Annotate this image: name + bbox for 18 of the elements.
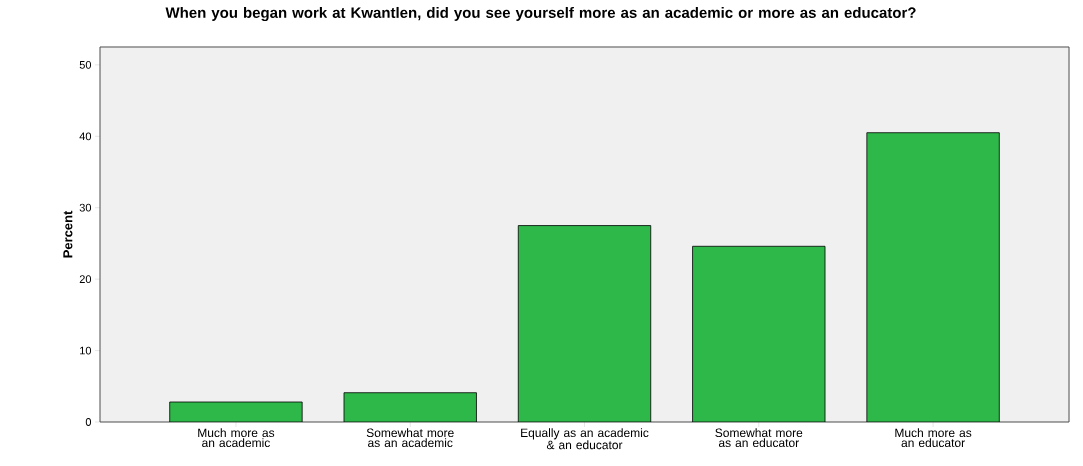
y-tick-label: 10	[80, 346, 92, 355]
bar	[343, 392, 477, 422]
y-tick-label: 0	[85, 418, 92, 426]
x-tick-label: Somewhat more as an academic	[366, 428, 454, 448]
y-axis-title: Percent	[63, 210, 73, 258]
x-tick-label: Somewhat more as an educator	[715, 428, 803, 448]
y-tick-label: 40	[79, 132, 92, 141]
bar	[692, 246, 826, 422]
bar	[517, 225, 652, 422]
bar	[169, 401, 303, 422]
x-tick-label: Much more as an academic	[198, 428, 275, 448]
y-tick-label: 50	[79, 60, 92, 69]
x-tick-label: Much more as an educator	[895, 428, 972, 448]
y-tick-label: 30	[79, 203, 92, 212]
y-tick-label: 20	[79, 275, 92, 284]
x-tick-label: Equally as an academic & an educator	[521, 428, 649, 450]
chart-title: When you began work at Kwantlen, did you see yourself more as an academic or more as an educator?	[165, 6, 916, 22]
bar	[866, 132, 1000, 422]
